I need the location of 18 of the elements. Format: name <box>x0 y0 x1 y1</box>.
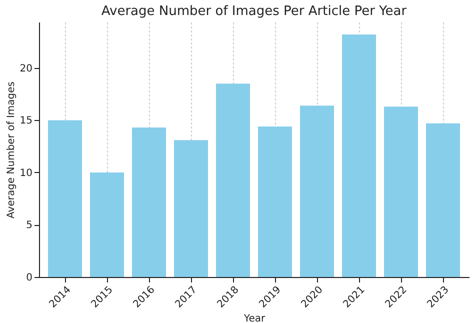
y-tick-label: 20 <box>20 63 32 74</box>
chart-title: Average Number of Images Per Article Per Year <box>101 4 408 19</box>
bar <box>90 172 124 277</box>
bar <box>300 106 334 277</box>
y-tick-label: 5 <box>26 220 32 232</box>
bar <box>258 126 292 277</box>
y-tick-label: 10 <box>20 168 32 179</box>
bar <box>384 106 418 277</box>
y-tick-label: 15 <box>20 116 32 127</box>
y-axis-title: Average Number of Images <box>6 82 17 218</box>
x-axis-title: Year <box>242 314 266 323</box>
y-tick-label: 0 <box>26 272 32 284</box>
bar <box>132 128 166 277</box>
bar <box>426 123 460 277</box>
bar <box>174 140 208 277</box>
bar <box>48 120 82 277</box>
bar <box>216 84 250 277</box>
bar <box>342 34 376 277</box>
